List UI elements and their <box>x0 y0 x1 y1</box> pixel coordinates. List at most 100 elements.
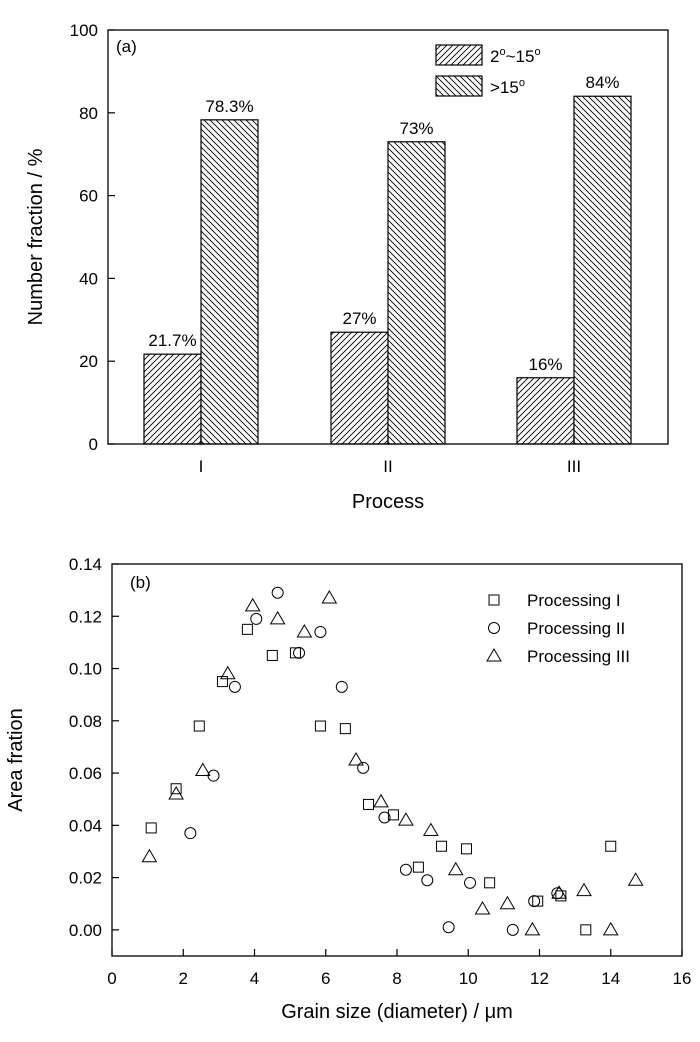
scatter-chart-y-axis-title: Area fration <box>5 708 27 811</box>
x-tick-label: 6 <box>321 969 330 988</box>
x-tick-label: III <box>567 457 581 476</box>
point-circle <box>184 827 197 840</box>
y-tick-label: 0.12 <box>69 607 102 626</box>
point-square <box>580 924 592 936</box>
y-tick-label: 20 <box>79 352 98 371</box>
x-tick-label: 14 <box>601 969 620 988</box>
legend-triangle-marker <box>486 648 502 662</box>
point-triangle <box>244 597 261 612</box>
legend-swatch-low-angle <box>435 44 483 66</box>
point-triangle <box>627 872 644 886</box>
bar-value-label: 16% <box>528 355 562 374</box>
bar-chart-bars <box>143 95 632 445</box>
legend-label-processing-ii: Processing II <box>527 619 625 638</box>
scatter-chart-points <box>141 586 644 936</box>
x-tick-label: 10 <box>459 969 478 988</box>
point-square <box>145 822 157 834</box>
point-triangle <box>576 882 592 897</box>
point-square <box>460 843 472 855</box>
bar-value-label: 84% <box>585 73 619 92</box>
y-tick-label: 0.10 <box>69 660 102 679</box>
x-tick-label: 0 <box>107 969 116 988</box>
bar-chart-y-axis-title: Number fraction / % <box>25 148 47 325</box>
point-square <box>266 649 278 661</box>
point-triangle <box>168 785 184 800</box>
legend-label-high-angle: >15o <box>490 77 525 97</box>
bar-value-label: 21.7% <box>148 331 196 350</box>
bar-chart-x-ticks: I II III <box>199 437 581 476</box>
point-square <box>412 861 424 873</box>
point-circle <box>421 874 434 887</box>
point-square <box>387 809 399 821</box>
y-tick-label: 60 <box>79 187 98 206</box>
y-tick-label: 40 <box>79 269 98 288</box>
bar-value-label: 27% <box>342 309 376 328</box>
legend-label-processing-iii: Processing III <box>527 647 630 666</box>
x-tick-label: 2 <box>179 969 188 988</box>
point-square <box>216 676 228 688</box>
legend-circle-marker <box>488 622 500 634</box>
point-triangle <box>348 752 364 766</box>
point-circle <box>442 921 455 934</box>
y-tick-label: 0.06 <box>69 764 102 783</box>
point-circle <box>271 586 284 599</box>
y-tick-label: 0 <box>89 435 98 454</box>
point-circle <box>399 863 412 876</box>
point-circle <box>228 680 241 693</box>
point-circle <box>314 625 327 638</box>
bar-value-label: 78.3% <box>205 97 253 116</box>
point-square <box>605 840 617 852</box>
point-triangle <box>269 610 286 625</box>
bar-low-angle <box>330 331 389 445</box>
point-triangle <box>398 812 414 826</box>
y-tick-label: 0.14 <box>69 555 102 574</box>
x-tick-label: 16 <box>673 969 692 988</box>
point-triangle <box>474 900 491 915</box>
bar-chart-value-labels: 21.7% 78.3% 27% 73% 16% 84% <box>148 73 619 374</box>
point-circle <box>528 895 541 908</box>
point-circle <box>335 680 348 693</box>
scatter-chart-panel: 0.00 0.02 0.04 0.06 0.08 0.10 0.12 0.14 0 2 4 6 8 10… <box>5 555 691 1023</box>
scatter-chart-y-ticks: 0.00 0.02 0.04 0.06 0.08 0.10 0.12 0.14 <box>69 555 119 940</box>
x-tick-label: I <box>199 457 204 476</box>
point-triangle <box>447 861 464 876</box>
x-tick-label: 4 <box>250 969 259 988</box>
x-tick-label: II <box>383 457 392 476</box>
point-triangle <box>551 885 567 899</box>
point-square <box>363 798 374 810</box>
point-circle <box>250 612 263 625</box>
point-triangle <box>296 623 313 638</box>
bar-high-angle <box>573 95 632 445</box>
y-tick-label: 0.04 <box>69 816 102 835</box>
point-circle <box>464 876 477 889</box>
x-tick-label: 12 <box>530 969 549 988</box>
y-tick-label: 80 <box>79 104 98 123</box>
y-tick-label: 0.02 <box>69 869 102 888</box>
bar-high-angle <box>387 141 446 445</box>
point-square <box>170 783 182 795</box>
point-triangle <box>141 848 158 863</box>
point-square <box>314 720 326 732</box>
bar-chart-panel-label: (a) <box>116 37 137 56</box>
point-square <box>484 877 496 889</box>
point-square <box>339 723 351 735</box>
bar-value-label: 73% <box>399 119 433 138</box>
point-triangle <box>524 921 541 936</box>
point-triangle <box>219 665 236 680</box>
y-tick-label: 0.08 <box>69 712 102 731</box>
point-triangle <box>373 793 389 808</box>
point-triangle <box>499 895 516 910</box>
legend-square-marker <box>488 594 500 606</box>
y-tick-label: 100 <box>70 21 98 40</box>
scatter-chart-panel-label: (b) <box>130 573 151 592</box>
point-triangle <box>602 921 619 936</box>
bar-low-angle <box>143 353 202 445</box>
point-square <box>193 720 205 732</box>
point-square <box>289 647 301 659</box>
legend-swatch-high-angle <box>435 75 483 97</box>
legend-label-processing-i: Processing I <box>527 591 621 610</box>
bar-chart-frame <box>107 29 669 445</box>
point-circle <box>357 761 370 774</box>
